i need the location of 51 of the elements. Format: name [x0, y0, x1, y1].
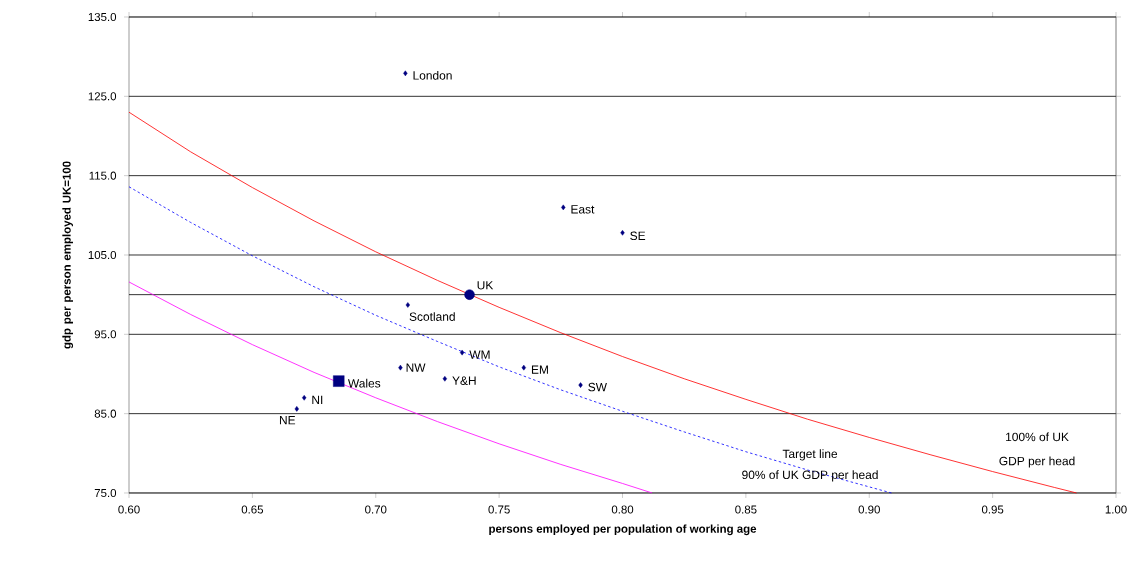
y-tick-label: 75.0 — [94, 488, 117, 498]
annotation: SW — [588, 382, 607, 392]
point — [302, 395, 307, 401]
point — [403, 70, 408, 77]
annotation: 100% of UK — [1006, 432, 1069, 442]
annotation: Y&H — [452, 376, 476, 385]
x-tick-label: 1.00 — [1105, 505, 1127, 514]
annotation: London — [413, 70, 452, 80]
point — [464, 289, 475, 300]
x-axis-title: persons employed per population of working age — [489, 524, 757, 536]
point — [405, 302, 410, 308]
annotation: UK — [477, 281, 494, 290]
point — [620, 229, 625, 236]
point — [521, 364, 526, 371]
point — [442, 375, 447, 382]
point — [333, 375, 345, 387]
annotation: NE — [279, 416, 296, 425]
x-tick-label: 0.95 — [981, 505, 1004, 514]
point — [578, 382, 583, 388]
annotation: WM — [469, 350, 490, 359]
y-axis-title: gdp per person employed UK=100 — [62, 161, 74, 349]
annotation: Wales — [347, 378, 381, 388]
annotation: 90% of UK GDP per head — [742, 470, 878, 482]
line-series — [128, 281, 653, 494]
x-tick-label: 0.70 — [365, 505, 387, 514]
x-tick-label: 0.85 — [735, 505, 757, 514]
annotation: GDP per head — [999, 456, 1075, 468]
y-tick-label: 125.0 — [88, 92, 117, 101]
annotation: EM — [531, 365, 548, 374]
line-series — [128, 186, 892, 494]
x-tick-label: 0.65 — [241, 505, 264, 514]
annotation: NI — [312, 395, 323, 404]
x-tick-label: 0.90 — [858, 505, 880, 514]
annotation: SE — [630, 231, 646, 240]
point — [398, 364, 403, 371]
annotation: Scotland — [409, 312, 455, 321]
point — [459, 349, 465, 356]
annotation: NW — [406, 363, 426, 372]
y-tick-label: 85.0 — [94, 409, 117, 418]
y-tick-label: 95.0 — [94, 330, 117, 339]
annotation: East — [571, 205, 595, 214]
annotation: Target line — [782, 449, 838, 461]
point — [294, 406, 299, 412]
x-tick-label: 0.60 — [118, 505, 140, 514]
point — [561, 204, 566, 211]
y-tick-label: 135.0 — [88, 12, 117, 22]
y-tick-label: 115.0 — [89, 171, 117, 180]
line-series — [128, 111, 1077, 494]
y-tick-label: 105.0 — [88, 250, 117, 260]
x-tick-label: 0.75 — [488, 505, 510, 514]
x-tick-label: 0.80 — [611, 505, 634, 514]
